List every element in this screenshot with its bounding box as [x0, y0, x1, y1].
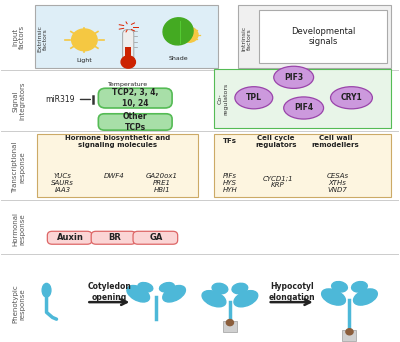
Text: Transcriptional
response: Transcriptional response: [12, 142, 25, 193]
Text: TCP2, 3, 4,
10, 24: TCP2, 3, 4, 10, 24: [112, 89, 158, 108]
Text: Developmental
signals: Developmental signals: [291, 27, 355, 46]
FancyBboxPatch shape: [259, 10, 387, 63]
Text: Hormonal
response: Hormonal response: [12, 212, 25, 246]
Ellipse shape: [322, 289, 346, 305]
Text: CYCD1;1
KRP: CYCD1;1 KRP: [262, 175, 293, 188]
Text: Auxin: Auxin: [57, 233, 84, 242]
Circle shape: [121, 56, 136, 68]
FancyBboxPatch shape: [98, 114, 172, 130]
FancyBboxPatch shape: [98, 88, 172, 108]
Ellipse shape: [42, 284, 51, 297]
FancyBboxPatch shape: [91, 231, 136, 244]
Text: Shade: Shade: [168, 56, 188, 61]
Ellipse shape: [163, 18, 193, 45]
Text: CRY1: CRY1: [340, 93, 362, 102]
Ellipse shape: [202, 291, 226, 307]
Ellipse shape: [138, 282, 153, 292]
Text: GA: GA: [150, 233, 163, 242]
Text: YUCs
SAURs
IAA3: YUCs SAURs IAA3: [51, 173, 74, 193]
FancyBboxPatch shape: [238, 5, 391, 68]
FancyBboxPatch shape: [214, 133, 391, 197]
FancyBboxPatch shape: [123, 30, 134, 60]
Text: Intrinsic
factors: Intrinsic factors: [241, 26, 252, 51]
Text: TPL: TPL: [246, 93, 262, 102]
Text: CESAs
XTHs
VND7: CESAs XTHs VND7: [326, 173, 348, 193]
Text: PIFs
HYS
HYH: PIFs HYS HYH: [223, 173, 238, 193]
FancyBboxPatch shape: [214, 69, 391, 129]
Ellipse shape: [160, 282, 174, 292]
Text: BR: BR: [108, 233, 121, 242]
Text: Temperature: Temperature: [108, 82, 148, 87]
Ellipse shape: [332, 281, 347, 292]
Text: TFs: TFs: [223, 138, 237, 144]
Ellipse shape: [330, 87, 372, 109]
Circle shape: [72, 29, 97, 51]
Text: Cell cycle
regulators: Cell cycle regulators: [255, 134, 296, 147]
Ellipse shape: [232, 283, 248, 294]
Text: Signal
integrators: Signal integrators: [12, 82, 25, 120]
Text: miR319: miR319: [45, 95, 74, 104]
Ellipse shape: [354, 289, 377, 305]
FancyBboxPatch shape: [342, 330, 356, 341]
Text: Hypocotyl
elongation: Hypocotyl elongation: [268, 282, 315, 302]
Text: Other
TCPs: Other TCPs: [123, 112, 148, 132]
FancyBboxPatch shape: [34, 5, 218, 68]
Text: DWF4: DWF4: [104, 173, 125, 179]
FancyBboxPatch shape: [223, 321, 237, 332]
FancyBboxPatch shape: [126, 47, 131, 60]
Ellipse shape: [352, 281, 367, 292]
Ellipse shape: [127, 286, 150, 302]
Text: Co-
regulators: Co- regulators: [217, 82, 228, 115]
Text: Phenotypic
response: Phenotypic response: [12, 285, 25, 323]
Ellipse shape: [274, 66, 314, 88]
Circle shape: [226, 319, 234, 326]
Text: Hormone biosynthetic and
signaling molecules: Hormone biosynthetic and signaling molec…: [65, 134, 170, 147]
Ellipse shape: [212, 283, 228, 294]
FancyBboxPatch shape: [133, 231, 178, 244]
Text: Light: Light: [76, 58, 92, 64]
Ellipse shape: [284, 97, 324, 119]
Text: Input
factors: Input factors: [12, 24, 25, 49]
FancyBboxPatch shape: [36, 133, 198, 197]
Text: PIF4: PIF4: [294, 104, 313, 113]
Text: Cotyledon
opening: Cotyledon opening: [87, 282, 131, 302]
FancyBboxPatch shape: [47, 231, 92, 244]
Text: PIF3: PIF3: [284, 73, 303, 82]
Text: Extrinsic
factors: Extrinsic factors: [37, 25, 48, 52]
Ellipse shape: [163, 286, 186, 302]
Text: GA20ox1
PRE1
HBI1: GA20ox1 PRE1 HBI1: [146, 173, 178, 193]
Ellipse shape: [234, 291, 258, 307]
Ellipse shape: [235, 87, 273, 109]
Circle shape: [180, 27, 198, 42]
Circle shape: [346, 329, 353, 335]
Text: Cell wall
remodellers: Cell wall remodellers: [312, 134, 360, 147]
